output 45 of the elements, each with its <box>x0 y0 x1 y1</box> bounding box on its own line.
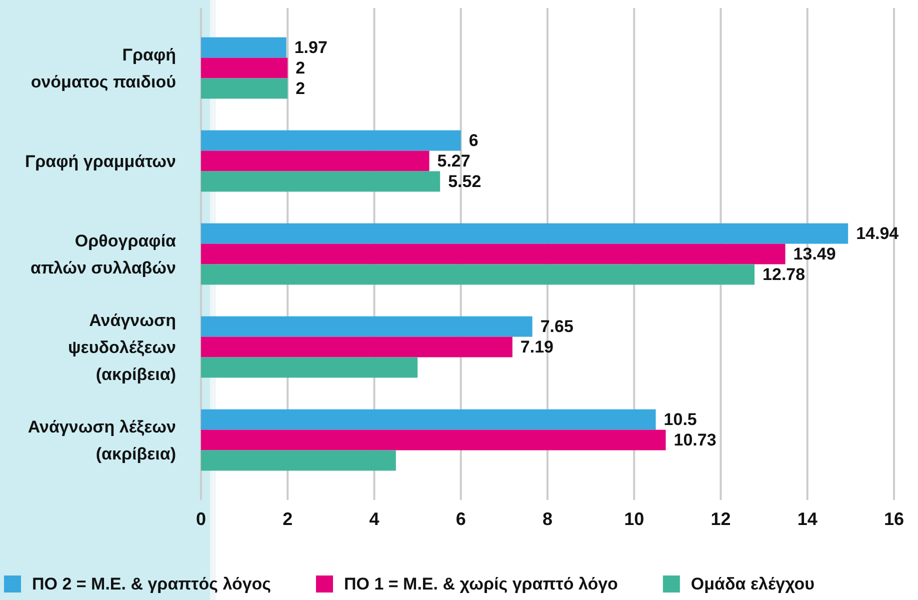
bar <box>201 37 286 58</box>
legend-label: Ομάδα ελέγχου <box>690 574 815 594</box>
bar <box>201 316 532 337</box>
bar <box>201 336 512 358</box>
bar <box>201 409 656 430</box>
data-label: 13.49 <box>793 244 836 264</box>
y-tick-label: Γραφή γραμμάτων <box>24 151 176 170</box>
bar <box>201 171 440 192</box>
x-tick-label: 2 <box>282 509 293 529</box>
bar <box>201 264 755 285</box>
data-label: 5.52 <box>448 172 482 191</box>
legend-label: ΠΟ 1 = Μ.Ε. & χωρίς γραπτό λόγο <box>344 574 618 594</box>
data-label: 10.5 <box>664 410 697 430</box>
x-tick-label: 12 <box>710 509 731 529</box>
bar <box>201 450 396 471</box>
bar <box>201 430 666 450</box>
data-label: 7.65 <box>540 317 574 336</box>
data-label: 2 <box>296 78 306 98</box>
data-label: 14.94 <box>856 224 900 244</box>
x-tick-label: 14 <box>797 509 818 529</box>
y-tick-label: Γραφή ονόματος παιδιού <box>30 44 176 91</box>
bar <box>201 78 288 99</box>
x-tick-label: 0 <box>196 509 206 529</box>
y-tick-label: Ανάγνωση λέξεων (ακρίβεια) <box>28 417 176 464</box>
y-tick-label: Ορθογραφία απλών συλλαβών <box>30 231 177 277</box>
bar <box>201 150 430 172</box>
legend-label: ΠΟ 2 = Μ.Ε. & γραπτός λόγος <box>32 574 272 594</box>
x-tick-label: 4 <box>369 509 380 529</box>
x-tick-label: 10 <box>624 509 644 529</box>
data-label: 2 <box>296 58 306 78</box>
data-label: 7.19 <box>520 338 554 357</box>
y-tick-label: Ανάγνωση ψευδολέξεων (ακρίβεια) <box>68 310 176 384</box>
bar <box>201 130 461 151</box>
x-tick-label: 6 <box>456 509 466 529</box>
bar <box>201 223 848 244</box>
data-label: 6 <box>468 131 478 150</box>
bar <box>201 357 418 378</box>
x-tick-label: 8 <box>542 509 553 529</box>
data-label: 10.73 <box>674 430 716 450</box>
x-tick-label: 16 <box>884 509 904 529</box>
bar <box>201 244 786 264</box>
data-label: 5.27 <box>437 151 470 170</box>
data-label: 1.97 <box>294 38 328 58</box>
data-label: 12.78 <box>762 264 806 284</box>
bar <box>201 58 288 78</box>
